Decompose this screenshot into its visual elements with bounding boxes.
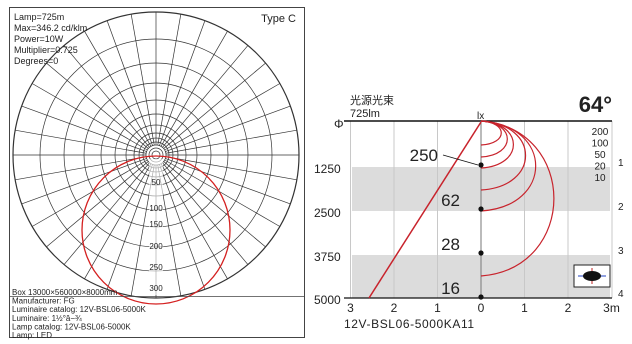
polar-ring [12, 11, 300, 299]
polar-spoke [15, 129, 147, 154]
isolux-curve [480, 120, 555, 277]
distance-label: 3750 [314, 250, 341, 264]
row-index-label: 3 [618, 246, 624, 257]
polar-spoke [165, 129, 297, 154]
polar-spoke [21, 105, 147, 152]
x-axis-label: 1 [434, 301, 441, 315]
ring-value-label: 150 [149, 220, 163, 229]
row-index-label: 2 [618, 202, 624, 213]
axis-dot [478, 162, 484, 168]
distance-label: 5000 [314, 293, 341, 307]
polar-spoke [46, 62, 149, 149]
axis-dot [478, 294, 484, 300]
polar-info-line: Max=346.2 cd/klm [14, 23, 87, 33]
lux-value: 16 [441, 279, 460, 298]
polar-spoke [165, 156, 297, 181]
axis-dot [478, 250, 484, 256]
footer-line: Luminaire: 1½°â−¾ [12, 314, 82, 323]
polar-spoke [162, 45, 249, 148]
polar-spoke [163, 161, 266, 248]
lux-value: 62 [441, 191, 460, 210]
polar-spoke [63, 162, 150, 265]
polar-spoke [160, 30, 228, 147]
lux-scale-label: 50 [594, 150, 606, 161]
axis-dot [478, 206, 484, 212]
polar-info-line: Multiplier=0.725 [14, 45, 78, 55]
lux-value: 28 [441, 235, 460, 254]
polar-frame [9, 7, 305, 338]
polar-spoke [157, 14, 182, 146]
x-axis-label: 2 [565, 301, 572, 315]
polar-spoke [106, 20, 153, 146]
lx-label: lx [477, 111, 484, 122]
phi-label: Φ [334, 117, 344, 131]
source-beam-title: 光源光束 [350, 93, 394, 107]
polar-spoke [63, 45, 150, 148]
polar-spoke [164, 159, 281, 227]
polar-spoke [84, 163, 152, 280]
x-axis-label: 3 [347, 301, 354, 315]
ring-value-label: 250 [149, 263, 163, 272]
x-axis-label: 0 [478, 301, 485, 315]
polar-spoke [159, 20, 206, 146]
polar-spoke [160, 163, 228, 280]
lux-scale-label: 200 [592, 127, 609, 138]
lux-scale-label: 10 [594, 173, 606, 184]
polar-spoke [84, 30, 152, 147]
polar-spoke [106, 164, 153, 290]
polar-info-line: Power=10W [14, 34, 64, 44]
polar-spoke [165, 158, 291, 205]
ring-value-label: 50 [152, 178, 161, 187]
footer-line: Lamp catalog: 12V-BSL06-5000K [12, 322, 131, 331]
polar-spoke [31, 159, 148, 227]
beam-angle: 64° [579, 92, 612, 117]
polar-info-line: Lamp=725m [14, 12, 64, 22]
polar-spoke [162, 162, 249, 265]
ring-value-label: 100 [149, 204, 163, 213]
polar-spoke [130, 14, 155, 146]
distance-label: 1250 [314, 162, 341, 176]
ring-value-label: 300 [149, 284, 163, 293]
polar-info-line: Degrees=0 [14, 56, 58, 66]
polar-spoke [159, 164, 206, 290]
type-label: Type C [261, 13, 296, 25]
row-index-label: 1 [618, 158, 624, 169]
x-axis-label: 2 [391, 301, 398, 315]
polar-spoke [31, 83, 148, 151]
polar-spoke [21, 158, 147, 205]
polar-spoke [15, 156, 147, 181]
luminaire-symbol [583, 271, 601, 281]
product-code: 12V-BSL06-5000KA11 [344, 317, 475, 331]
flux-label: 725lm [350, 108, 380, 120]
row-index-label: 4 [618, 289, 624, 300]
beam-edge-line [368, 121, 482, 299]
footer-line: Box 13000×560000×8000mm [12, 288, 118, 297]
lux-value: 250 [410, 146, 438, 165]
intensity-curve [81, 155, 231, 305]
footer-line: Manufacturer: FG [12, 297, 75, 306]
polar-spoke [165, 105, 291, 152]
lux-scale-label: 100 [592, 139, 609, 150]
footer-line: Lamp: LED [12, 331, 52, 340]
x-axis-label: 3m [603, 301, 620, 315]
ring-value-label: 200 [149, 242, 163, 251]
distance-label: 2500 [314, 206, 341, 220]
leader-line [442, 154, 479, 166]
footer-line: Luminaire catalog: 12V-BSL06-5000K [12, 305, 147, 314]
lux-scale-label: 20 [594, 162, 606, 173]
ring-label-strip [149, 159, 163, 295]
polar-spoke [46, 161, 149, 248]
polar-spoke [164, 83, 281, 151]
polar-spoke [163, 62, 266, 149]
x-axis-label: 1 [521, 301, 528, 315]
